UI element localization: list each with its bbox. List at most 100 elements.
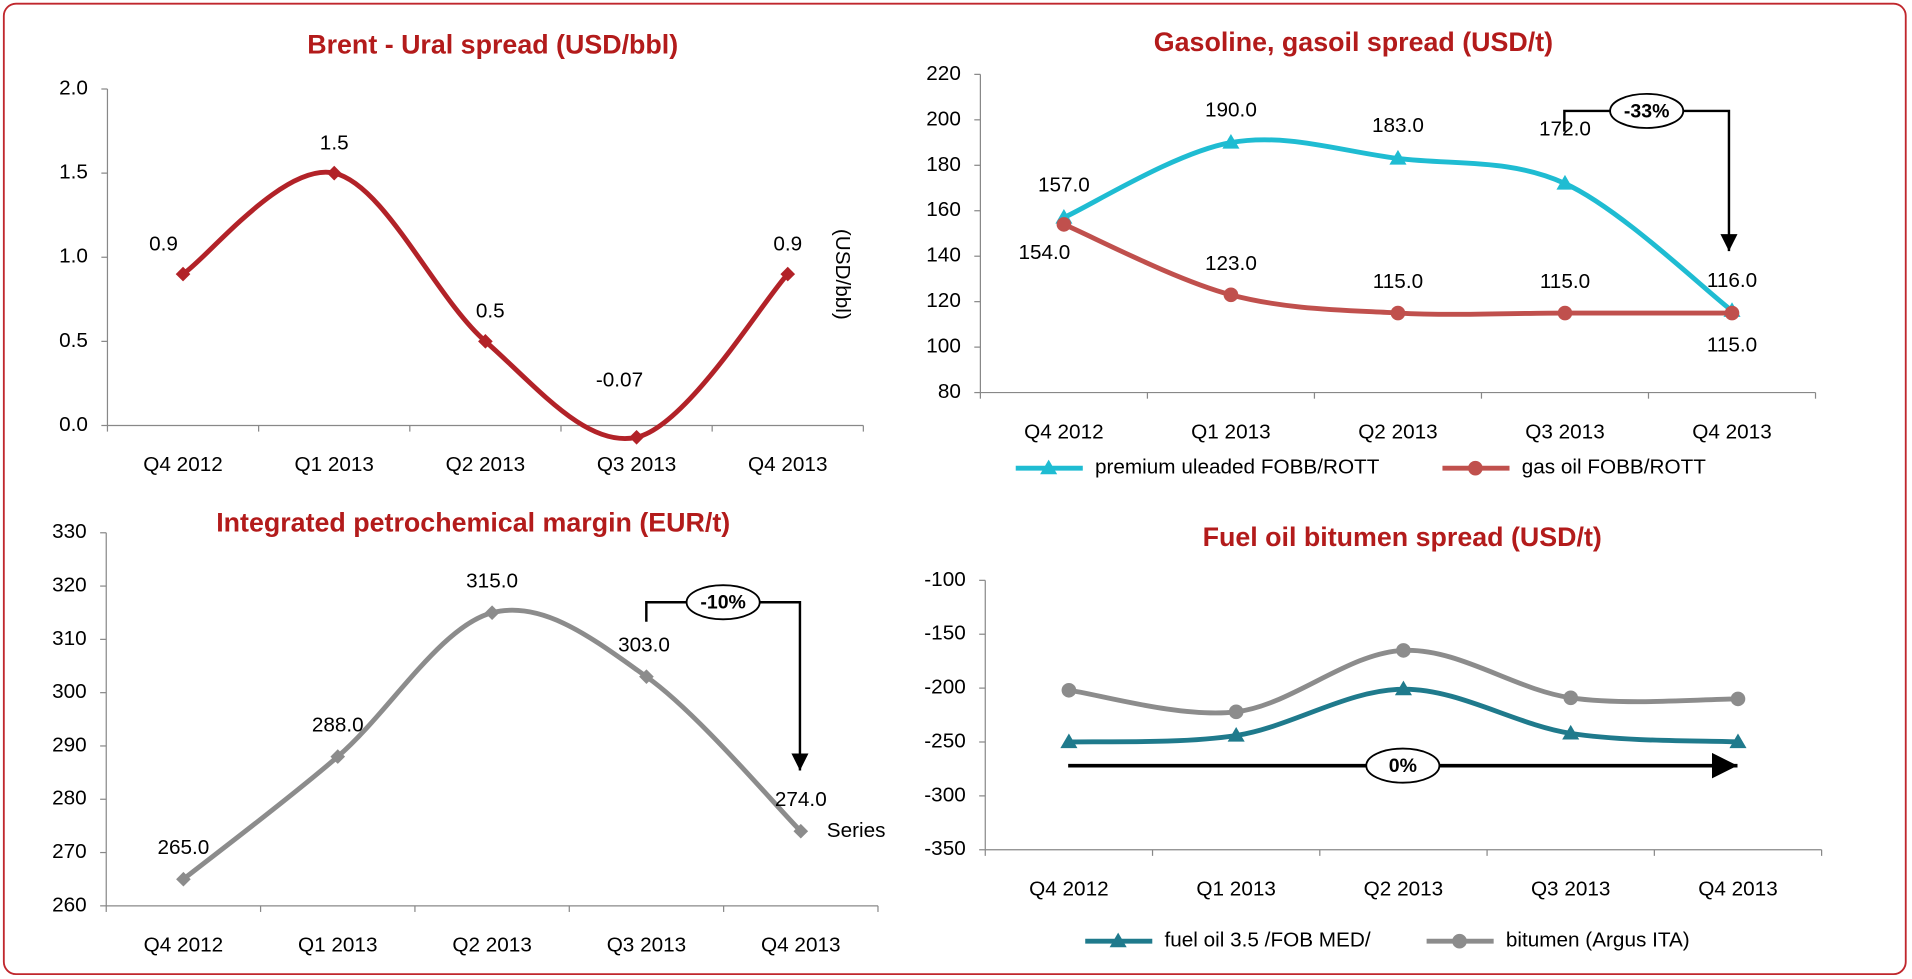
legend-label: premium uleaded FOBB/ROTT xyxy=(1095,456,1380,479)
y-tick-label: 260 xyxy=(52,893,87,916)
point xyxy=(1228,704,1244,720)
point xyxy=(1227,726,1245,742)
annotation: -33% xyxy=(1624,100,1670,122)
annotation: -10% xyxy=(700,592,746,614)
y-tick-label: 1.5 xyxy=(59,161,88,184)
x-tick-label: Q4 2012 xyxy=(1024,420,1104,443)
data-label: 190.0 xyxy=(1205,98,1257,121)
data-label: 288.0 xyxy=(312,714,364,737)
data-label: 303.0 xyxy=(618,634,670,657)
y-tick-label: 1.0 xyxy=(59,245,88,268)
x-tick-label: Q4 2013 xyxy=(761,934,841,957)
point xyxy=(1724,305,1740,321)
point xyxy=(1394,680,1412,696)
legend-label: gas oil FOBB/ROTT xyxy=(1522,456,1707,479)
point xyxy=(1556,174,1574,190)
x-tick-label: Q3 2013 xyxy=(1525,420,1605,443)
point xyxy=(1557,305,1573,321)
point xyxy=(1730,691,1746,707)
data-label: 157.0 xyxy=(1038,173,1090,196)
data-label: 154.0 xyxy=(1018,241,1070,264)
point xyxy=(780,266,796,282)
x-tick-label: Q3 2013 xyxy=(607,934,687,957)
y-tick-label: 80 xyxy=(938,380,961,403)
y-tick-label: 0.5 xyxy=(59,329,88,352)
chart-title: Fuel oil bitumen spread (USD/t) xyxy=(1203,522,1602,552)
x-tick-label: Q1 2013 xyxy=(294,453,373,476)
data-label: 115.0 xyxy=(1707,333,1757,356)
chart-title: Integrated petrochemical margin (EUR/t) xyxy=(216,507,730,537)
point xyxy=(176,871,191,887)
x-tick-label: Q4 2012 xyxy=(143,453,223,476)
x-tick-label: Q4 2013 xyxy=(1698,877,1778,900)
annotation-bubble xyxy=(1365,747,1441,784)
y-tick-label: 2.0 xyxy=(59,76,88,99)
data-label: 274.0 xyxy=(775,788,827,811)
chart-title: Gasoline, gasoil spread (USD/t) xyxy=(1154,27,1553,57)
y-tick-label: 310 xyxy=(52,627,87,650)
data-label: 265.0 xyxy=(157,836,209,859)
data-label: 0.9 xyxy=(149,232,178,255)
point xyxy=(1396,643,1411,658)
x-tick-label: Q1 2013 xyxy=(1196,877,1276,900)
legend-label: fuel oil 3.5 /FOB MED/ xyxy=(1164,929,1370,952)
point xyxy=(1222,134,1240,149)
point xyxy=(1056,217,1072,232)
y-tick-label: 290 xyxy=(52,733,87,756)
data-label: 116.0 xyxy=(1707,269,1757,292)
data-label: 0.5 xyxy=(476,300,505,323)
x-tick-label: Q2 2013 xyxy=(1358,420,1438,443)
line xyxy=(1068,686,1739,745)
annotation: 0% xyxy=(1389,755,1417,777)
data-label: 315.0 xyxy=(466,570,518,593)
annotation-bubble xyxy=(685,584,761,621)
x-tick-label: Q4 2012 xyxy=(1029,877,1109,900)
point xyxy=(1389,149,1407,165)
x-tick-label: Q1 2013 xyxy=(298,934,378,957)
data-label: 115.0 xyxy=(1373,270,1423,293)
y-tick-label: -150 xyxy=(924,622,965,645)
x-tick-label: Q2 2013 xyxy=(452,934,532,957)
x-tick-label: Q4 2013 xyxy=(748,453,828,476)
y-tick-label: -250 xyxy=(924,729,965,752)
line xyxy=(181,607,803,882)
y-tick-label: 200 xyxy=(926,107,961,130)
point xyxy=(1452,933,1467,949)
point xyxy=(1729,733,1747,749)
point xyxy=(1468,460,1483,476)
y-tick-label: 270 xyxy=(52,840,87,863)
legend-label: Series xyxy=(827,819,886,842)
annotation-bubble xyxy=(1609,92,1685,129)
y-tick-label: 280 xyxy=(52,787,87,810)
x-tick-label: Q2 2013 xyxy=(446,453,526,476)
x-tick-label: Q3 2013 xyxy=(1531,877,1611,900)
point xyxy=(484,605,500,621)
point xyxy=(1563,690,1579,706)
data-label: 0.9 xyxy=(773,232,802,255)
y-tick-label: 0.0 xyxy=(59,413,88,436)
y-tick-label: 120 xyxy=(926,289,961,312)
y-tick-label: 100 xyxy=(926,335,961,358)
y-tick-label: 160 xyxy=(926,198,961,221)
y-tick-label: -100 xyxy=(924,568,965,591)
y-tick-label: -300 xyxy=(924,783,965,806)
legend-label: bitumen (Argus ITA) xyxy=(1506,929,1690,952)
point xyxy=(1061,682,1077,698)
y-tick-label: 330 xyxy=(52,520,87,543)
point xyxy=(478,334,493,349)
data-label: 1.5 xyxy=(320,131,349,154)
y-tick-label: -350 xyxy=(924,837,965,860)
x-tick-label: Q4 2012 xyxy=(144,934,224,957)
data-label: 123.0 xyxy=(1205,252,1257,275)
y-tick-label: 320 xyxy=(52,574,87,597)
point xyxy=(326,165,342,181)
point xyxy=(1562,724,1580,740)
y-tick-label: 300 xyxy=(52,680,87,703)
point xyxy=(175,266,191,282)
point xyxy=(1223,287,1239,303)
point xyxy=(793,823,809,839)
x-tick-label: Q2 2013 xyxy=(1364,877,1444,900)
chart-title: Brent - Ural spread (USD/bbl) xyxy=(307,29,678,59)
